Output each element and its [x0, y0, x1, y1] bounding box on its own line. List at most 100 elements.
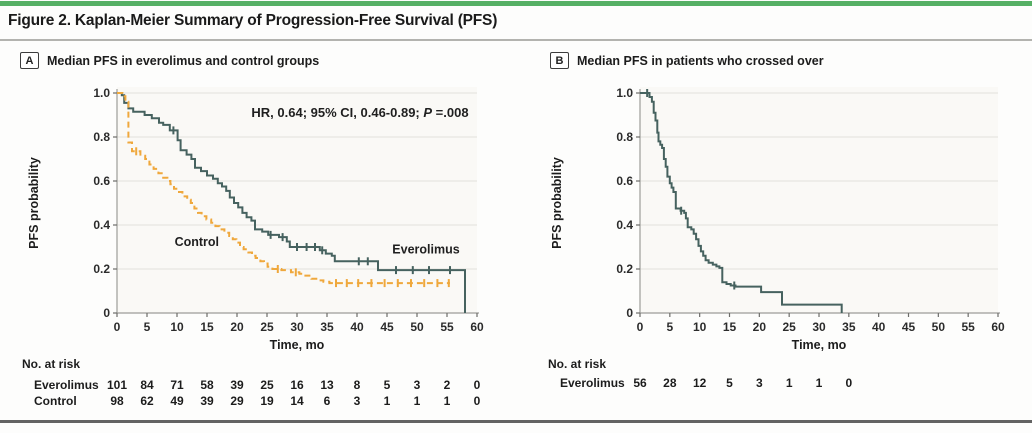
- risk-value: 1: [786, 376, 793, 390]
- risk-value: 25: [260, 378, 274, 392]
- risk-value: 0: [474, 394, 481, 408]
- risk-value: 3: [414, 378, 421, 392]
- risk-value: 1: [414, 394, 421, 408]
- y-axis-title: PFS probability: [550, 157, 564, 249]
- y-axis-title: PFS probability: [27, 157, 41, 249]
- risk-value: 2: [444, 378, 451, 392]
- risk-value: 5: [726, 376, 733, 390]
- x-tick-label: 25: [782, 320, 796, 334]
- risk-value: 16: [290, 378, 304, 392]
- y-tick-label: 0.8: [93, 130, 110, 144]
- risk-value: 101: [107, 378, 127, 392]
- risk-value: 84: [140, 378, 154, 392]
- risk-value: 3: [354, 394, 361, 408]
- panel-b-km-chart: 00.20.40.60.81.00 5 10 15 20 25 30 35 40 45 50 55 60…: [548, 86, 1005, 390]
- risk-value: 56: [633, 376, 647, 390]
- km-curve-everolimus: [117, 92, 466, 313]
- km-curve-everolimus: [640, 92, 843, 313]
- panel-b-header: B Median PFS in patients who crossed ove…: [550, 52, 824, 69]
- risk-value: 14: [290, 394, 304, 408]
- risk-value: 1: [816, 376, 823, 390]
- x-tick-label: 25: [260, 320, 274, 334]
- risk-value: 13: [320, 378, 334, 392]
- x-tick-label: 10: [170, 320, 184, 334]
- x-tick-label: 20: [753, 320, 767, 334]
- x-tick-label: 50: [410, 320, 424, 334]
- risk-value: 71: [170, 378, 184, 392]
- risk-value: 98: [110, 394, 124, 408]
- y-tick-label: 0.8: [616, 130, 633, 144]
- x-tick-label: 45: [380, 320, 394, 334]
- x-tick-label: 0: [114, 320, 121, 334]
- x-tick-label: 20: [230, 320, 244, 334]
- title-divider: [0, 39, 1032, 41]
- risk-value: 6: [324, 394, 331, 408]
- panel-b-caption: Median PFS in patients who crossed over: [577, 53, 824, 68]
- risk-value: 8: [354, 378, 361, 392]
- x-tick-label: 35: [842, 320, 856, 334]
- risk-value: 5: [384, 378, 391, 392]
- x-tick-label: 40: [350, 320, 364, 334]
- risk-value: 0: [845, 376, 852, 390]
- x-tick-label: 35: [320, 320, 334, 334]
- curve-label-everolimus: Everolimus: [392, 243, 459, 257]
- risk-value: 1: [384, 394, 391, 408]
- risk-value: 39: [200, 394, 214, 408]
- risk-value: 39: [230, 378, 244, 392]
- risk-value: 58: [200, 378, 214, 392]
- x-tick-label: 60: [470, 320, 484, 334]
- risk-value: 62: [140, 394, 154, 408]
- risk-table-heading: No. at risk: [548, 357, 606, 371]
- hr-annotation: HR, 0.64; 95% CI, 0.46-0.89; P =.008: [251, 105, 468, 120]
- y-tick-label: 0.2: [616, 262, 633, 276]
- risk-value: 28: [663, 376, 677, 390]
- y-tick-label: 1.0: [616, 86, 633, 100]
- risk-row-label: Everolimus: [34, 378, 99, 392]
- panel-a-km-chart: 00.20.40.60.81.00 5 10 15 20 25 30 35 40 45 50 55 60…: [22, 86, 484, 408]
- x-axis-title: Time, mo: [270, 338, 325, 352]
- x-tick-label: 15: [723, 320, 737, 334]
- risk-value: 19: [260, 394, 274, 408]
- x-tick-label: 60: [991, 320, 1005, 334]
- x-tick-label: 10: [693, 320, 707, 334]
- risk-table-heading: No. at risk: [22, 357, 80, 371]
- y-tick-label: 0: [626, 306, 633, 320]
- risk-row-label: Everolimus: [560, 376, 625, 390]
- x-tick-label: 30: [290, 320, 304, 334]
- x-tick-label: 40: [872, 320, 886, 334]
- risk-value: 1: [444, 394, 451, 408]
- y-tick-label: 0.4: [616, 218, 633, 232]
- x-tick-label: 55: [440, 320, 454, 334]
- panel-a-badge: A: [20, 52, 39, 69]
- curve-label-control: Control: [175, 235, 219, 249]
- figure-accent-bar: [0, 1, 1032, 6]
- risk-value: 12: [693, 376, 707, 390]
- risk-value: 49: [170, 394, 184, 408]
- x-tick-label: 5: [666, 320, 673, 334]
- x-axis-title: Time, mo: [792, 338, 847, 352]
- risk-value: 29: [230, 394, 244, 408]
- risk-value: 3: [756, 376, 763, 390]
- x-tick-label: 45: [902, 320, 916, 334]
- bottom-divider: [0, 420, 1032, 423]
- x-tick-label: 5: [144, 320, 151, 334]
- risk-value: 0: [474, 378, 481, 392]
- x-tick-label: 55: [961, 320, 975, 334]
- y-tick-label: 0.6: [616, 174, 633, 188]
- y-tick-label: 0.4: [93, 218, 110, 232]
- x-tick-label: 30: [812, 320, 826, 334]
- y-tick-label: 0: [103, 306, 110, 320]
- x-tick-label: 15: [200, 320, 214, 334]
- figure-title: Figure 2. Kaplan-Meier Summary of Progre…: [8, 12, 498, 29]
- y-tick-label: 1.0: [93, 86, 110, 100]
- plot-area: [117, 87, 477, 313]
- x-tick-label: 50: [932, 320, 946, 334]
- panel-a-caption: Median PFS in everolimus and control gro…: [47, 53, 320, 68]
- y-tick-label: 0.6: [93, 174, 110, 188]
- plot-area: [640, 87, 998, 313]
- y-tick-label: 0.2: [93, 262, 110, 276]
- panel-a-header: A Median PFS in everolimus and control g…: [20, 52, 319, 69]
- km-curve-control: [117, 92, 450, 285]
- risk-row-label: Control: [34, 394, 77, 408]
